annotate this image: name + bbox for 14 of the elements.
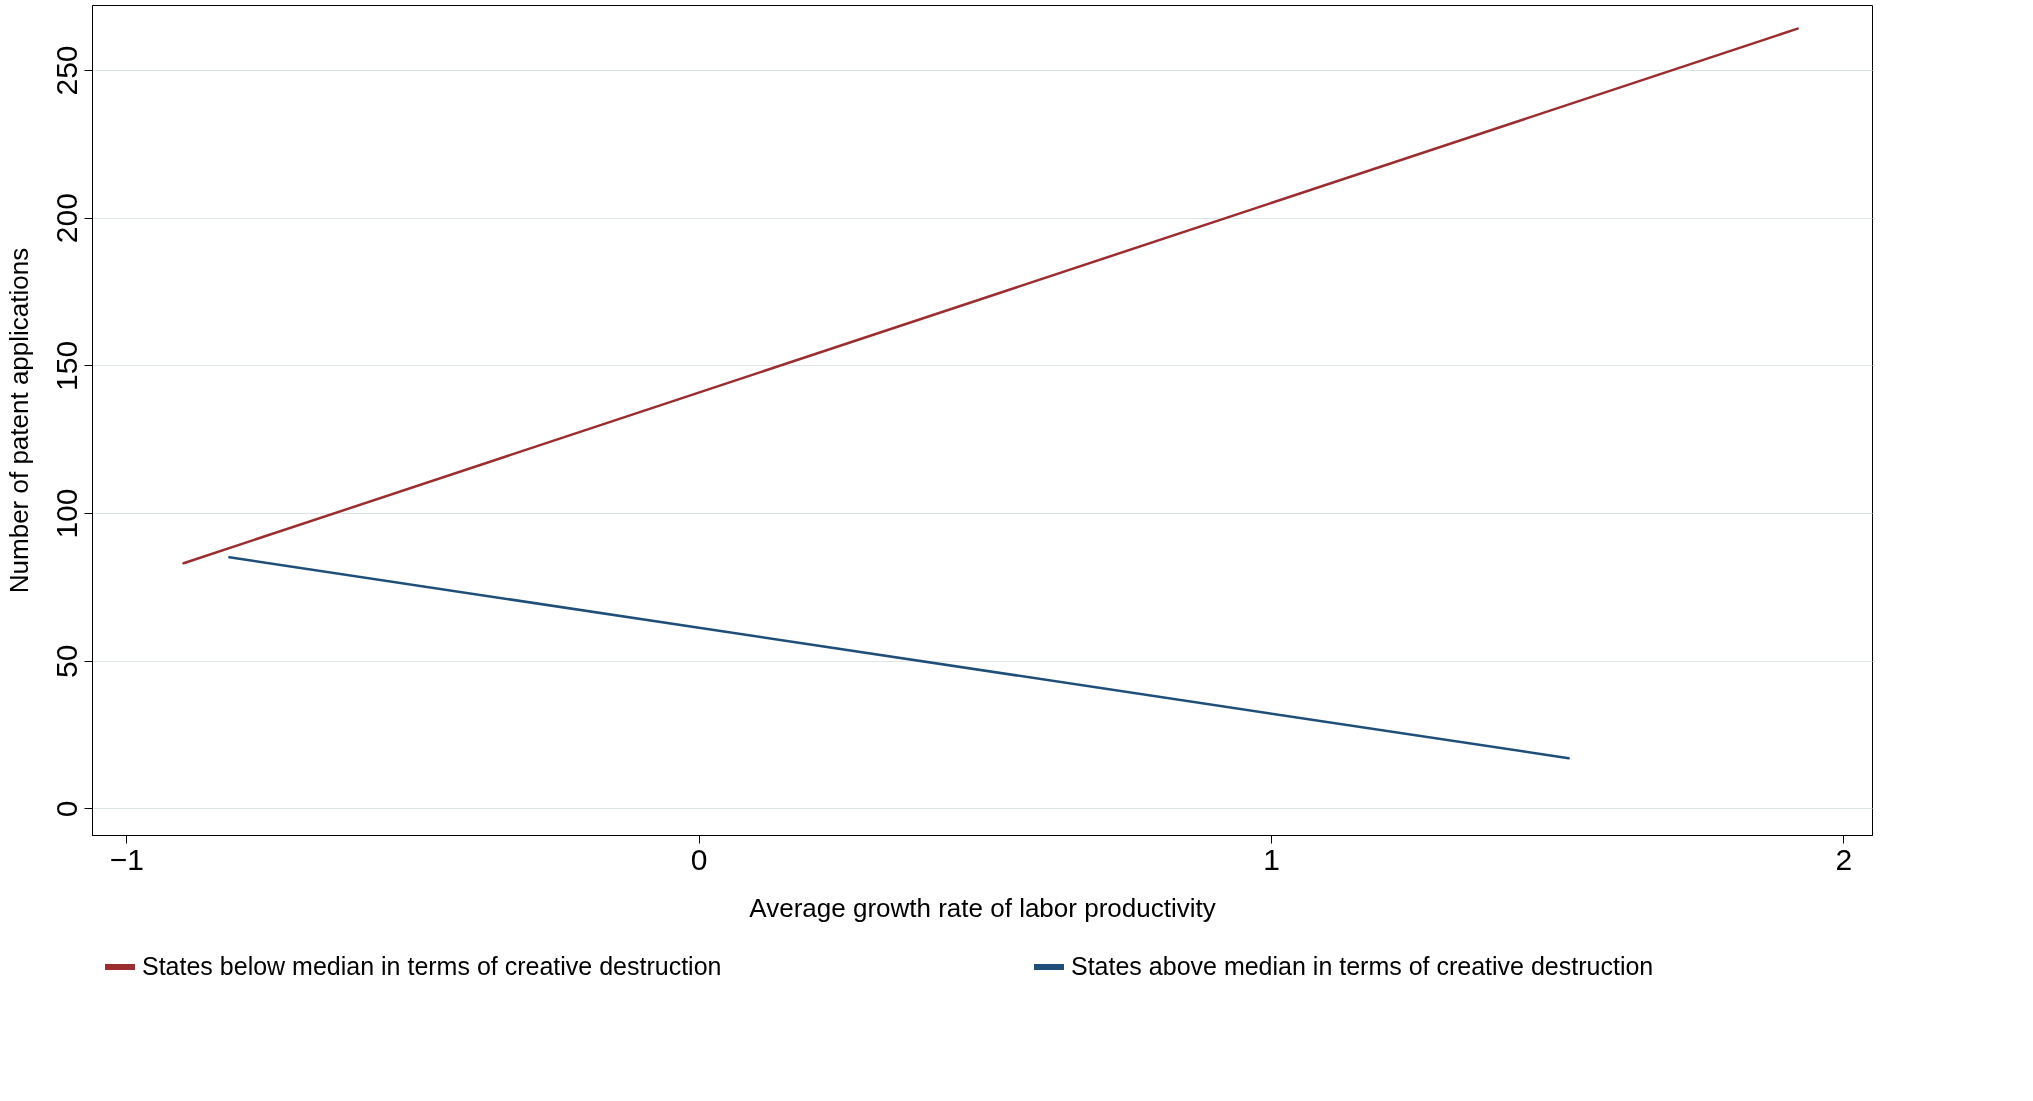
x-axis-title: Average growth rate of labor productivity — [749, 892, 1216, 923]
legend-label: States above median in terms of creative destruction — [1071, 952, 1654, 980]
x-tick-label: 1 — [1263, 842, 1280, 876]
y-tick-label: 50 — [49, 644, 83, 678]
legend-label: States below median in terms of creative destruction — [142, 952, 722, 980]
x-tick-label: 0 — [690, 842, 708, 876]
y-tick-label: 0 — [49, 800, 83, 818]
y-tick-label: 150 — [49, 340, 83, 391]
y-tick-label: 100 — [49, 488, 83, 539]
y-tick-label: 250 — [49, 45, 83, 96]
y-tick-label: 200 — [49, 193, 83, 244]
x-tick-label: −1 — [109, 842, 144, 876]
y-axis-title: Number of patent applications — [3, 247, 34, 594]
x-tick-label: 2 — [1835, 842, 1853, 876]
